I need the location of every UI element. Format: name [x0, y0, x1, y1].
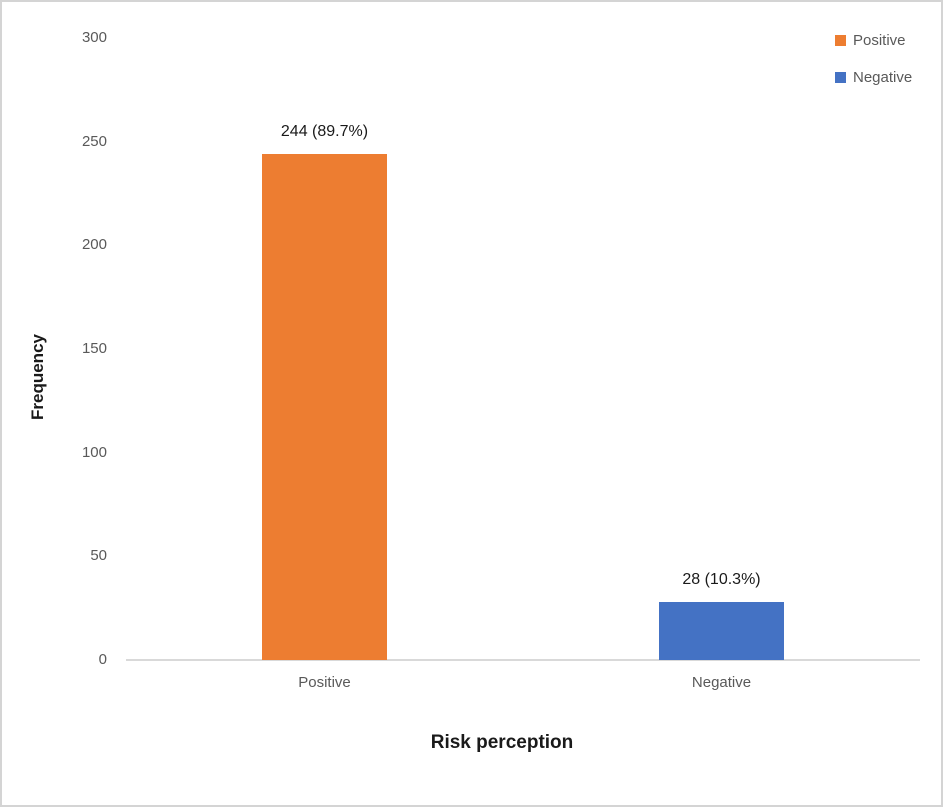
legend-swatch-icon — [835, 72, 846, 83]
legend-label: Positive — [853, 32, 906, 49]
y-tick-label: 0 — [98, 651, 107, 668]
data-label-positive: 244 (89.7%) — [280, 123, 369, 141]
y-tick-label: 150 — [81, 340, 107, 357]
x-axis-labels: Positive Negative — [2, 673, 941, 695]
legend: Positive Negative — [835, 32, 912, 106]
x-category-label-negative: Negative — [691, 674, 752, 691]
y-tick-label: 200 — [81, 236, 107, 254]
y-tick-label: 250 — [81, 132, 107, 150]
x-category-label-positive: Positive — [298, 674, 351, 691]
legend-swatch-icon — [835, 35, 846, 46]
legend-label: Negative — [853, 69, 913, 86]
y-tick-label: 100 — [81, 443, 107, 461]
x-axis-line — [126, 659, 920, 661]
bar-positive — [262, 154, 387, 660]
y-tick-label: 50 — [90, 547, 107, 565]
x-axis-title: Risk perception — [430, 732, 574, 753]
data-label-negative: 28 (10.3%) — [682, 570, 761, 588]
y-axis-ticks: 0 50 100 150 200 250 300 — [2, 2, 107, 805]
legend-item-positive: Positive — [835, 32, 912, 49]
y-tick-label: 300 — [81, 29, 107, 46]
legend-item-negative: Negative — [835, 69, 912, 86]
bar-negative — [659, 601, 784, 660]
